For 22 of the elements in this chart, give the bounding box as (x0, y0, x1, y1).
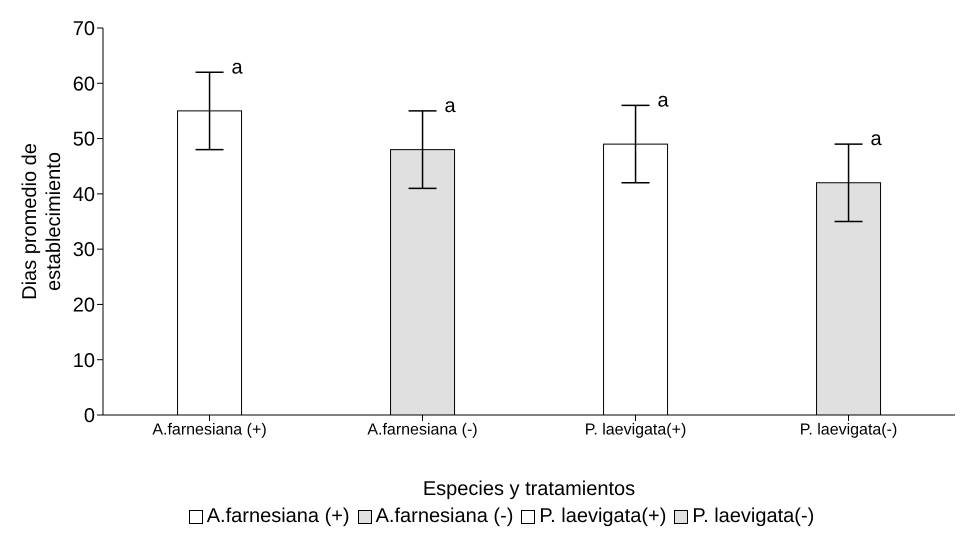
annotation: a (658, 90, 670, 112)
y-tick-label: 50 (72, 128, 95, 151)
annotation: a (870, 128, 882, 150)
legend-label: A.farnesiana (-) (376, 505, 514, 528)
y-tick-label: 70 (72, 18, 95, 40)
x-tick-label: P. laevigata(+) (584, 421, 686, 438)
annotation: a (232, 56, 244, 78)
legend-label: P. laevigata(+) (539, 505, 666, 528)
y-tick-label: 0 (84, 405, 95, 428)
y-tick-label: 10 (72, 350, 95, 372)
x-axis-title: Especies y tratamientos (422, 478, 636, 500)
y-tick-label: 20 (72, 294, 95, 317)
y-tick-label: 40 (72, 184, 95, 206)
x-tick-label: A.farnesiana (-) (367, 421, 478, 438)
x-tick-label: P. laevigata(-) (800, 421, 898, 438)
y-tick-label: 30 (72, 239, 95, 262)
y-axis-title: Dias promedio de establecimiento (19, 143, 65, 300)
legend-label: P. laevigata(-) (692, 505, 814, 528)
annotation: a (444, 95, 456, 118)
x-tick-label: A.farnesiana (+) (152, 421, 267, 438)
legend-label: A.farnesiana (+) (206, 505, 350, 528)
y-tick-label: 60 (72, 73, 95, 96)
